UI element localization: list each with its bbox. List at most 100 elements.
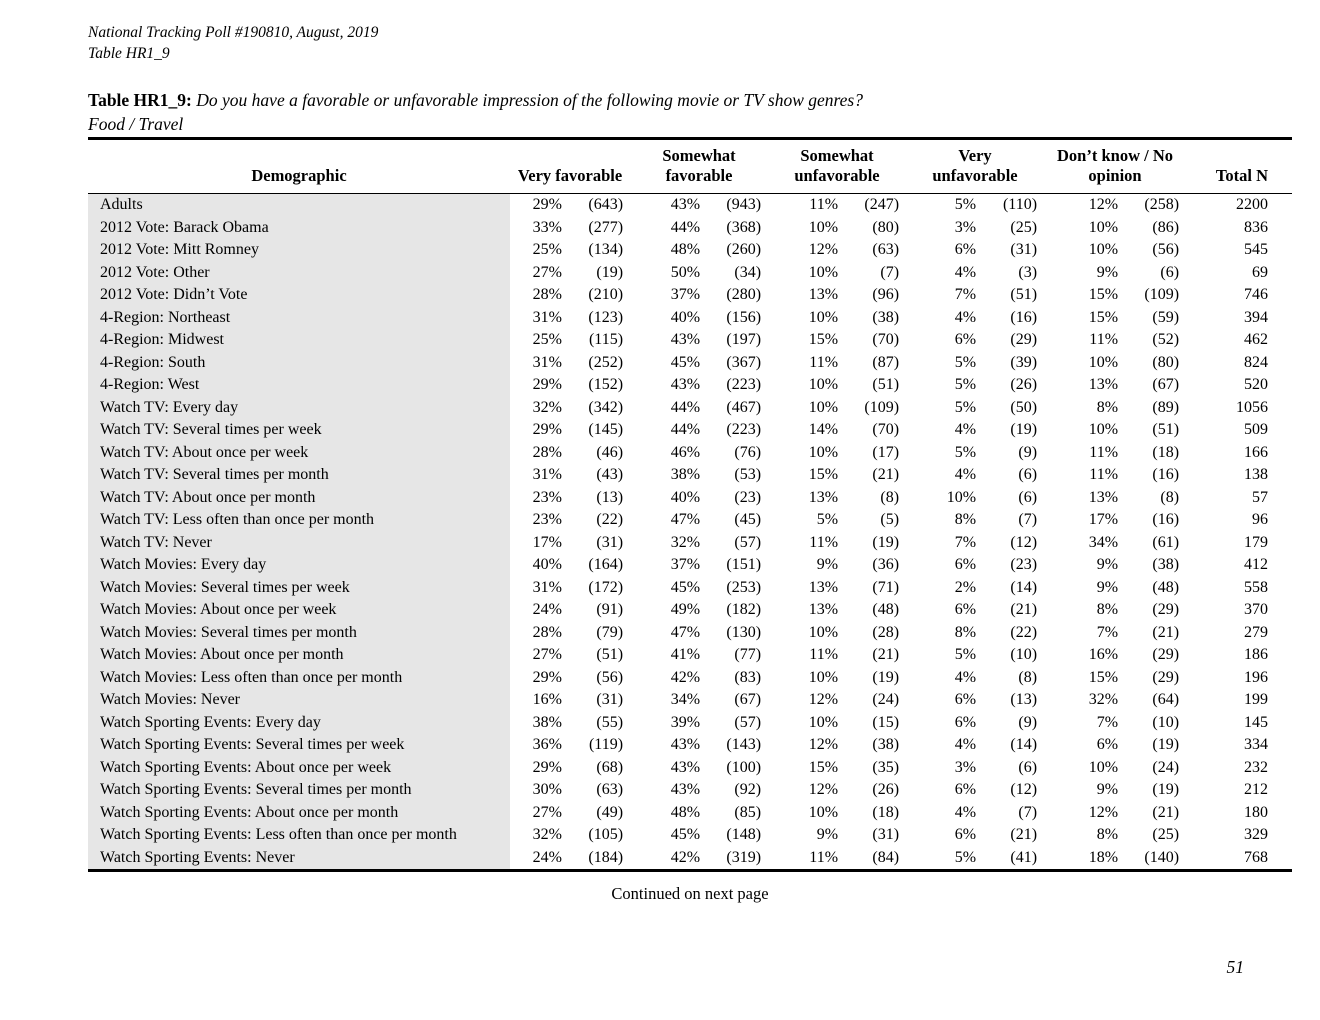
demographic-cell: 4-Region: Midwest [88, 329, 510, 352]
total-n-cell: 212 [1244, 781, 1269, 798]
value-cell: (29) [1152, 668, 1180, 686]
value-cell: (22) [1010, 623, 1038, 641]
value-cell: (19) [1152, 781, 1180, 798]
demographic-cell: 4-Region: Northeast [88, 306, 510, 329]
value-cell: (7) [1018, 511, 1038, 528]
value-cell: 38% [532, 713, 562, 731]
value-cell: (280) [726, 286, 762, 303]
value-cell: 11% [809, 848, 839, 866]
value-cell: (115) [588, 331, 624, 348]
value-cell: 7% [1096, 623, 1119, 641]
value-cell: 24% [532, 601, 562, 618]
demographic-cell: Watch TV: Never [88, 531, 510, 554]
value-cell: (43) [596, 466, 624, 483]
value-cell: (57) [734, 713, 762, 731]
value-cell: (143) [726, 736, 762, 753]
value-cell: (57) [734, 533, 762, 551]
value-cell: 17% [532, 533, 562, 551]
value-cell: (29) [1152, 601, 1180, 618]
value-cell: 43% [670, 331, 701, 348]
demographic-cell: Watch Sporting Events: Never [88, 846, 510, 871]
value-cell: (18) [1152, 443, 1180, 461]
total-n-cell: 196 [1244, 668, 1269, 686]
value-cell: (29) [1152, 646, 1180, 663]
demographic-cell: Watch TV: About once per month [88, 486, 510, 509]
value-cell: (12) [1010, 533, 1038, 551]
value-cell: 10% [1088, 421, 1119, 438]
value-cell: (41) [1010, 848, 1038, 866]
value-cell: (56) [1152, 241, 1180, 258]
value-cell: 12% [808, 691, 839, 708]
doc-header-poll-line: National Tracking Poll #190810, August, … [88, 24, 379, 41]
value-cell: 9% [1096, 556, 1119, 573]
value-cell: (87) [872, 353, 900, 371]
value-cell: (8) [1018, 668, 1038, 686]
value-cell: 27% [532, 646, 562, 663]
value-cell: 43% [670, 196, 701, 213]
value-cell: (140) [1144, 848, 1180, 866]
value-cell: 24% [532, 848, 562, 866]
value-cell: (34) [734, 263, 762, 281]
col-header-total-n: Total N [1186, 138, 1293, 194]
value-cell: (70) [872, 331, 900, 348]
value-cell: (19) [1152, 736, 1180, 753]
value-cell: 15% [1088, 668, 1119, 686]
value-cell: 12% [1088, 803, 1119, 821]
total-n-cell: 96 [1252, 511, 1269, 528]
value-cell: (6) [1018, 488, 1038, 506]
value-cell: (25) [1010, 218, 1038, 236]
value-cell: 10% [1088, 241, 1119, 258]
value-cell: (5) [880, 511, 900, 528]
value-cell: (7) [1018, 803, 1038, 821]
table-row: Watch Movies: About once per week 24% (91)… [88, 599, 1292, 622]
total-n-cell: 179 [1244, 533, 1269, 551]
value-cell: (21) [872, 646, 900, 663]
demographic-cell: 4-Region: West [88, 374, 510, 397]
value-cell: (12) [1010, 781, 1038, 798]
value-cell: 16% [532, 691, 562, 708]
value-cell: 13% [808, 488, 839, 506]
value-cell: (83) [734, 668, 762, 686]
table-title-label: Table HR1_9: [88, 90, 192, 110]
value-cell: (3) [1018, 263, 1038, 281]
value-cell: (91) [596, 601, 624, 618]
value-cell: (6) [1160, 263, 1180, 281]
value-cell: 47% [670, 511, 701, 528]
value-cell: 10% [1088, 758, 1119, 776]
value-cell: (31) [596, 533, 624, 551]
value-cell: (49) [596, 803, 624, 821]
value-cell: (63) [596, 781, 624, 798]
value-cell: (56) [596, 668, 624, 686]
total-n-cell: 1056 [1236, 398, 1269, 416]
demographic-cell: Watch Sporting Events: About once per mo… [88, 801, 510, 824]
value-cell: 47% [670, 623, 701, 641]
value-cell: (123) [588, 308, 624, 326]
value-cell: 39% [670, 713, 701, 731]
value-cell: 44% [670, 398, 701, 416]
table-row: Watch TV: Less often than once per month… [88, 509, 1292, 532]
value-cell: 38% [670, 466, 701, 483]
value-cell: 12% [808, 781, 839, 798]
value-cell: 37% [670, 286, 701, 303]
total-n-cell: 824 [1244, 353, 1269, 371]
total-n-cell: 329 [1244, 826, 1269, 843]
table-header-row: Demographic Very favorable Somewhat favo… [88, 138, 1293, 194]
value-cell: (130) [726, 623, 762, 641]
value-cell: (8) [1160, 488, 1180, 506]
demographic-cell: Watch TV: Several times per month [88, 464, 510, 487]
continued-note: Continued on next page [611, 884, 769, 903]
value-cell: 27% [532, 263, 562, 281]
total-n-cell: 199 [1244, 691, 1269, 708]
table-row: Watch TV: Several times per month 31% (43)… [88, 464, 1292, 487]
value-cell: 13% [808, 578, 839, 596]
value-cell: (85) [734, 803, 762, 821]
value-cell: 11% [1089, 331, 1119, 348]
value-cell: 43% [670, 781, 701, 798]
value-cell: 6% [954, 601, 977, 618]
demographic-cell: Watch Movies: Less often than once per m… [88, 666, 510, 689]
value-cell: 32% [1088, 691, 1119, 708]
value-cell: (368) [726, 218, 762, 236]
value-cell: (39) [1010, 353, 1038, 371]
value-cell: 11% [809, 196, 839, 213]
